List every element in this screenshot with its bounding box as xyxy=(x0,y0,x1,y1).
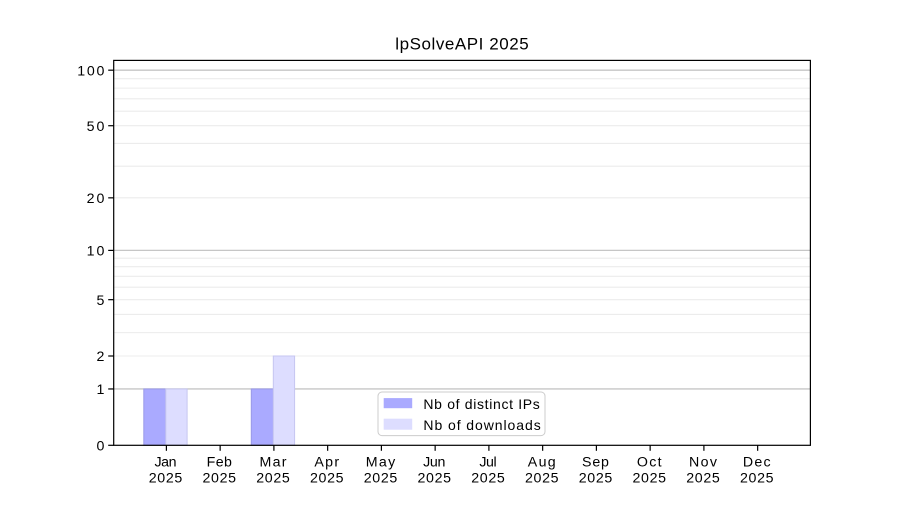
svg-text:1: 1 xyxy=(97,382,105,398)
svg-text:50: 50 xyxy=(87,119,105,135)
svg-text:2025: 2025 xyxy=(364,470,398,486)
svg-text:Dec: Dec xyxy=(743,455,771,471)
svg-text:2025: 2025 xyxy=(149,470,183,486)
svg-text:2025: 2025 xyxy=(417,470,451,486)
svg-text:Feb: Feb xyxy=(207,455,232,471)
svg-text:Jul: Jul xyxy=(479,455,496,471)
svg-text:0: 0 xyxy=(97,438,105,454)
svg-text:Apr: Apr xyxy=(314,455,339,471)
svg-text:5: 5 xyxy=(97,293,105,309)
svg-text:100: 100 xyxy=(77,63,104,79)
svg-text:10: 10 xyxy=(87,244,105,260)
svg-text:Jan: Jan xyxy=(155,455,177,471)
svg-text:2025: 2025 xyxy=(256,470,290,486)
svg-text:2: 2 xyxy=(97,349,105,365)
svg-text:2025: 2025 xyxy=(471,470,505,486)
svg-text:Nov: Nov xyxy=(689,455,718,471)
svg-text:Mar: Mar xyxy=(260,455,287,471)
svg-text:Aug: Aug xyxy=(528,455,556,471)
svg-text:2025: 2025 xyxy=(686,470,720,486)
svg-text:Sep: Sep xyxy=(582,455,609,471)
svg-text:2025: 2025 xyxy=(579,470,613,486)
svg-text:2025: 2025 xyxy=(202,470,236,486)
svg-text:Oct: Oct xyxy=(637,455,662,471)
svg-text:2025: 2025 xyxy=(632,470,666,486)
svg-text:Nb of distinct IPs: Nb of distinct IPs xyxy=(423,396,539,412)
svg-text:May: May xyxy=(366,455,396,471)
svg-text:Jun: Jun xyxy=(423,455,445,471)
svg-text:lpSolveAPI 2025: lpSolveAPI 2025 xyxy=(395,34,529,53)
svg-text:2025: 2025 xyxy=(310,470,344,486)
svg-text:20: 20 xyxy=(87,191,105,207)
svg-text:Nb of downloads: Nb of downloads xyxy=(423,417,540,433)
svg-text:2025: 2025 xyxy=(525,470,559,486)
svg-text:2025: 2025 xyxy=(740,470,774,486)
